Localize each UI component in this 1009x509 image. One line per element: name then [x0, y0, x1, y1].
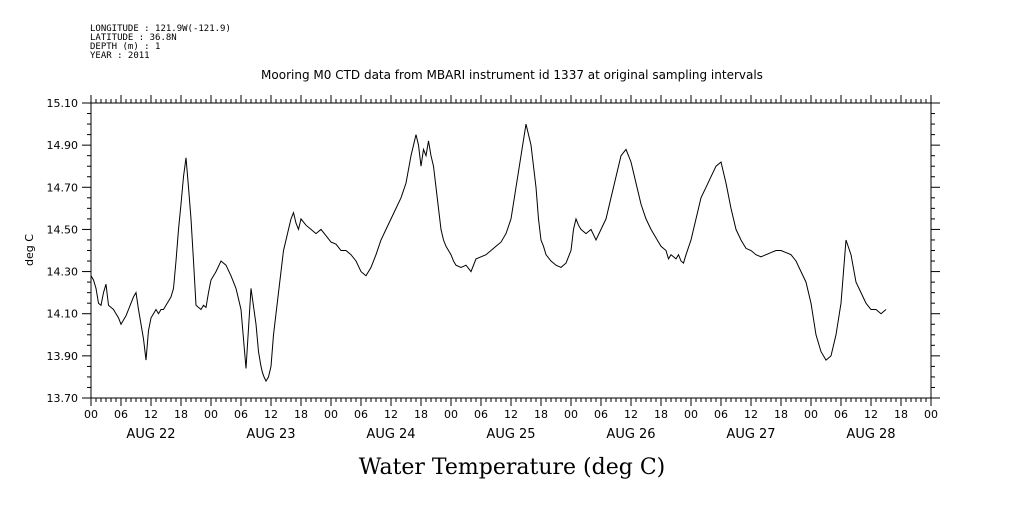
- y-tick-label: 14.30: [47, 266, 79, 279]
- x-tick-label: 00: [204, 408, 218, 421]
- x-tick-label: 12: [624, 408, 638, 421]
- x-tick-label: 00: [444, 408, 458, 421]
- x-tick-label: 18: [174, 408, 188, 421]
- day-label: AUG 27: [726, 427, 775, 442]
- x-tick-label: 00: [564, 408, 578, 421]
- x-axis-title: Water Temperature (deg C): [359, 455, 666, 480]
- x-tick-label: 18: [894, 408, 908, 421]
- x-tick-label: 00: [804, 408, 818, 421]
- day-label: AUG 24: [366, 427, 415, 442]
- plot-frame: [90, 102, 932, 399]
- x-tick-label: 06: [114, 408, 128, 421]
- y-tick-label: 13.90: [47, 350, 79, 363]
- x-tick-label: 18: [294, 408, 308, 421]
- x-tick-label: 00: [324, 408, 338, 421]
- y-tick-label: 14.90: [47, 139, 79, 152]
- day-label: AUG 25: [486, 427, 535, 442]
- y-tick-label: 14.50: [47, 223, 79, 236]
- y-tick-label: 15.10: [47, 97, 79, 110]
- x-tick-label: 12: [144, 408, 158, 421]
- x-tick-label: 00: [84, 408, 98, 421]
- day-label: AUG 22: [126, 427, 175, 442]
- x-tick-label: 06: [834, 408, 848, 421]
- x-tick-label: 06: [714, 408, 728, 421]
- x-tick-label: 18: [654, 408, 668, 421]
- longitude-label: LONGITUDE : 121.9W(-121.9): [90, 24, 231, 34]
- y-axis-label: deg C: [23, 234, 36, 266]
- x-tick-label: 12: [384, 408, 398, 421]
- x-tick-label: 06: [594, 408, 608, 421]
- y-tick-label: 13.70: [47, 392, 79, 405]
- latitude-label: LATITUDE : 36.8N: [90, 33, 177, 43]
- y-tick-label: 14.10: [47, 308, 79, 321]
- y-tick-label: 14.70: [47, 181, 79, 194]
- year-label: YEAR : 2011: [90, 51, 150, 61]
- x-tick-label: 18: [774, 408, 788, 421]
- y-axis: 13.70 13.90 14.10 14.30 14.50 14.70 14.90 15.10: [47, 97, 940, 405]
- x-tick-label: 00: [924, 408, 938, 421]
- x-tick-label: 12: [504, 408, 518, 421]
- x-tick-label: 06: [354, 408, 368, 421]
- chart-title: Mooring M0 CTD data from MBARI instrumen…: [261, 68, 763, 82]
- x-axis: 00 06 12 18 00 06 12 18 00 06 12 18 00 06 12 18 00 06 12 18…: [84, 95, 938, 421]
- depth-label: DEPTH (m) : 1: [90, 42, 160, 52]
- x-tick-label: 06: [474, 408, 488, 421]
- temperature-series-line: [90, 123, 887, 383]
- x-tick-label: 18: [414, 408, 428, 421]
- day-label: AUG 23: [246, 427, 295, 442]
- x-tick-label: 12: [264, 408, 278, 421]
- x-tick-label: 12: [864, 408, 878, 421]
- x-tick-label: 00: [684, 408, 698, 421]
- day-label: AUG 28: [846, 427, 895, 442]
- x-tick-label: 18: [534, 408, 548, 421]
- x-tick-label: 06: [234, 408, 248, 421]
- x-tick-label: 12: [744, 408, 758, 421]
- day-labels: AUG 22 AUG 23 AUG 24 AUG 25 AUG 26 AUG 27 AUG …: [126, 427, 895, 442]
- day-label: AUG 26: [606, 427, 655, 442]
